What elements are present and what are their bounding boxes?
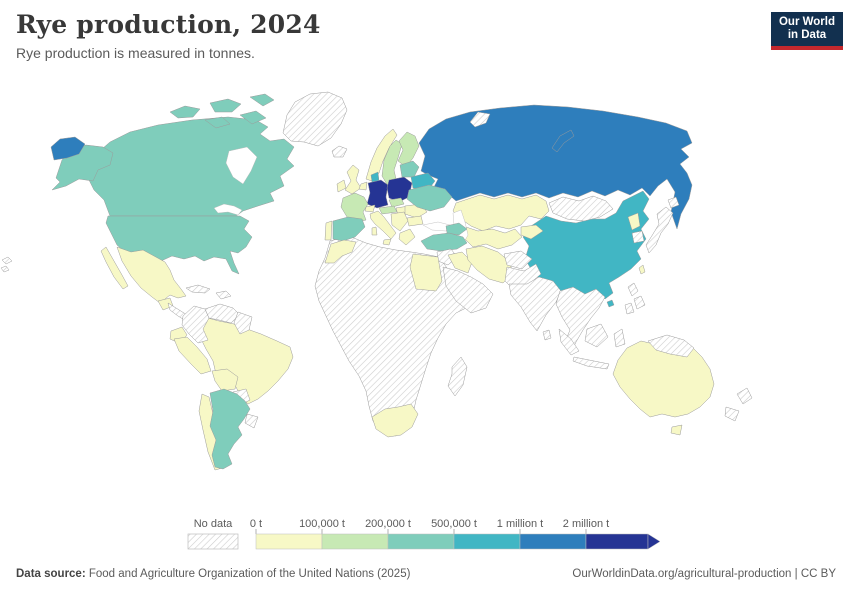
legend-label-2: 200,000 t bbox=[365, 518, 411, 530]
legend-bin-2[interactable] bbox=[387, 533, 455, 550]
region-svalbard[interactable] bbox=[469, 111, 491, 128]
region-ukraine[interactable] bbox=[406, 184, 453, 212]
region-baltics[interactable] bbox=[399, 160, 420, 178]
region-tasmania[interactable] bbox=[670, 424, 683, 436]
region-morocco[interactable] bbox=[324, 239, 357, 264]
region-italy[interactable] bbox=[369, 210, 397, 246]
region-central-asia[interactable] bbox=[458, 225, 523, 250]
legend-label-3: 500,000 t bbox=[431, 518, 477, 530]
region-argentina[interactable] bbox=[209, 388, 251, 470]
region-hawaii[interactable] bbox=[0, 256, 13, 273]
region-uk[interactable] bbox=[344, 164, 362, 195]
region-france[interactable] bbox=[340, 192, 369, 223]
legend-arrow bbox=[647, 533, 661, 550]
legend-no-data-label: No data bbox=[194, 518, 233, 530]
region-greece[interactable] bbox=[398, 228, 416, 246]
region-taiwan[interactable] bbox=[638, 264, 646, 275]
data-source-text: Food and Agriculture Organization of the… bbox=[85, 568, 411, 580]
region-guyanas[interactable] bbox=[233, 311, 253, 335]
region-netherlands[interactable] bbox=[358, 181, 368, 191]
region-sri-lanka[interactable] bbox=[542, 329, 552, 341]
region-turkey[interactable] bbox=[420, 232, 468, 252]
region-mexico[interactable] bbox=[116, 246, 187, 304]
region-novaya-zemlya[interactable] bbox=[551, 129, 575, 153]
region-austria[interactable] bbox=[378, 205, 398, 215]
chart-footer: Data source: Food and Agriculture Organi… bbox=[16, 568, 836, 580]
map-legend: No data 0 t 100,000 t 200,000 t 500,000 … bbox=[187, 518, 661, 550]
region-switzerland[interactable] bbox=[364, 204, 376, 213]
region-bolivia[interactable] bbox=[211, 368, 239, 392]
region-poland[interactable] bbox=[386, 176, 413, 203]
data-source-label: Data source: bbox=[16, 568, 86, 580]
region-ireland[interactable] bbox=[336, 179, 347, 193]
region-balkans[interactable] bbox=[390, 211, 409, 232]
great-lakes bbox=[213, 203, 243, 216]
legend-bin-1[interactable] bbox=[321, 533, 389, 550]
data-source: Data source: Food and Agriculture Organi… bbox=[16, 568, 410, 580]
region-bulgaria[interactable] bbox=[406, 215, 424, 227]
legend-bin-3[interactable] bbox=[453, 533, 521, 550]
legend-label-4: 1 million t bbox=[497, 518, 543, 530]
legend-label-0: 0 t bbox=[250, 518, 262, 530]
region-philippines[interactable] bbox=[624, 282, 646, 315]
region-russia[interactable] bbox=[418, 104, 693, 230]
page-title: Rye production, 2024 bbox=[16, 10, 321, 39]
chart-header: Rye production, 2024 Rye production is m… bbox=[16, 10, 321, 61]
region-baja[interactable] bbox=[100, 246, 129, 290]
region-colombia[interactable] bbox=[181, 305, 210, 344]
owid-link[interactable]: OurWorldinData.org/agricultural-producti… bbox=[572, 568, 792, 580]
legend-bin-4[interactable] bbox=[519, 533, 587, 550]
region-hispaniola[interactable] bbox=[215, 290, 232, 300]
footer-separator: | bbox=[791, 568, 801, 580]
legend-bin-5[interactable] bbox=[585, 533, 649, 550]
license-badge[interactable]: CC BY bbox=[800, 568, 836, 580]
region-north-korea[interactable] bbox=[627, 212, 641, 231]
region-egypt[interactable] bbox=[409, 253, 443, 292]
region-iceland[interactable] bbox=[331, 145, 348, 158]
region-new-zealand[interactable] bbox=[724, 387, 753, 422]
hudson-bay bbox=[225, 146, 258, 185]
owid-logo-line1: Our World bbox=[778, 15, 835, 28]
region-uruguay[interactable] bbox=[244, 413, 259, 429]
region-japan[interactable] bbox=[645, 196, 680, 254]
region-kyrgyzstan[interactable] bbox=[520, 224, 544, 240]
legend-label-5: 2 million t bbox=[563, 518, 609, 530]
region-canada-arctic[interactable] bbox=[169, 93, 275, 129]
region-caucasus[interactable] bbox=[445, 222, 468, 236]
region-afghanistan[interactable] bbox=[503, 250, 533, 270]
region-south-korea[interactable] bbox=[631, 230, 645, 244]
region-new-guinea[interactable] bbox=[647, 334, 695, 358]
region-greenland[interactable] bbox=[282, 91, 348, 147]
owid-logo[interactable]: Our World in Data bbox=[771, 12, 843, 50]
region-spain[interactable] bbox=[332, 216, 366, 242]
region-peru[interactable] bbox=[173, 336, 212, 375]
region-portugal[interactable] bbox=[324, 220, 333, 241]
region-africa-no-data[interactable] bbox=[314, 235, 478, 437]
region-arabia[interactable] bbox=[442, 266, 494, 314]
chart-subtitle: Rye production is measured in tonnes. bbox=[16, 45, 255, 61]
region-indonesia[interactable] bbox=[558, 323, 626, 370]
region-chukotka[interactable] bbox=[50, 136, 86, 161]
region-mongolia[interactable] bbox=[548, 195, 614, 222]
region-czechia[interactable] bbox=[388, 197, 405, 208]
region-iraq[interactable] bbox=[447, 251, 473, 274]
legend-label-1: 100,000 t bbox=[299, 518, 345, 530]
legend-bin-0[interactable] bbox=[255, 533, 323, 550]
region-india[interactable] bbox=[508, 276, 562, 332]
region-cuba[interactable] bbox=[185, 284, 211, 294]
region-sweden[interactable] bbox=[381, 139, 403, 187]
legend-no-data-swatch[interactable] bbox=[187, 533, 239, 550]
region-kazakhstan[interactable] bbox=[452, 194, 550, 232]
footer-right: OurWorldinData.org/agricultural-producti… bbox=[572, 568, 836, 580]
owid-logo-line2: in Data bbox=[787, 29, 827, 41]
region-canada[interactable] bbox=[87, 116, 295, 217]
region-madagascar[interactable] bbox=[447, 356, 468, 397]
region-finland[interactable] bbox=[397, 131, 420, 168]
region-south-africa[interactable] bbox=[371, 403, 419, 438]
region-germany[interactable] bbox=[366, 179, 389, 209]
region-hainan[interactable] bbox=[606, 299, 615, 308]
region-brazil[interactable] bbox=[196, 316, 294, 405]
